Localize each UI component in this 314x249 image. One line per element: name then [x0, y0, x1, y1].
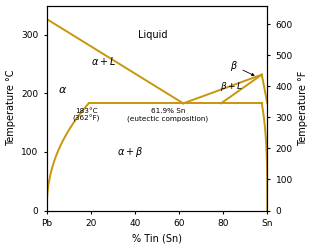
Y-axis label: Temperature °C: Temperature °C: [6, 70, 16, 146]
Text: $\alpha + \beta$: $\alpha + \beta$: [117, 145, 144, 159]
Text: $\beta$: $\beta$: [230, 59, 254, 75]
X-axis label: % Tin (Sn): % Tin (Sn): [132, 234, 182, 244]
Y-axis label: Temperature °F: Temperature °F: [298, 70, 308, 146]
Text: Liquid: Liquid: [138, 30, 167, 40]
Text: $\alpha + L$: $\alpha + L$: [91, 55, 117, 67]
Text: $\beta + L$: $\beta + L$: [220, 80, 244, 93]
Text: 61.9% Sn
(eutectic composition): 61.9% Sn (eutectic composition): [127, 108, 208, 122]
Text: 183°C
(362°F): 183°C (362°F): [73, 108, 100, 123]
Text: $\alpha$: $\alpha$: [57, 85, 67, 95]
